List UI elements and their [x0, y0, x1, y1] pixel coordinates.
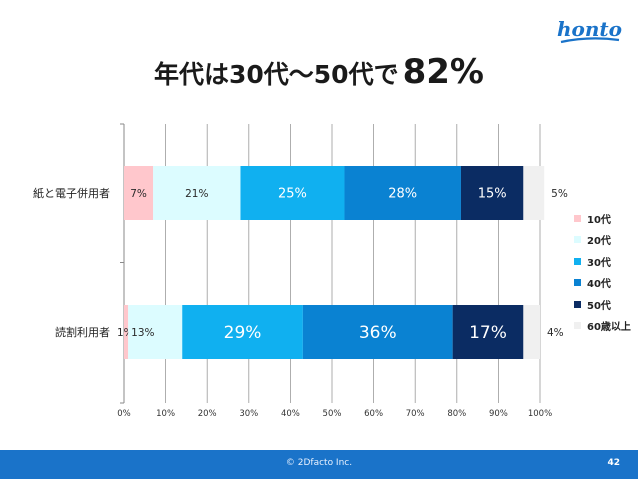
- bar-data-label: 28%: [388, 187, 417, 202]
- bar-segment: [240, 166, 345, 220]
- legend-label: 10代: [587, 215, 611, 226]
- bar-data-label: 5%: [551, 188, 568, 200]
- chart-legend: 10代 20代 30代 40代 50代 60歳以上: [574, 211, 631, 339]
- legend-swatch: [574, 257, 581, 265]
- legend-swatch: [574, 300, 581, 308]
- legend-item: 60歳以上: [574, 318, 631, 333]
- bar-data-label: 7%: [130, 188, 147, 200]
- bar-data-label: 36%: [359, 323, 397, 343]
- legend-label: 40代: [587, 279, 611, 291]
- x-tick-label: 20%: [198, 409, 217, 419]
- bar-data-label: 13%: [131, 327, 154, 339]
- x-tick-label: 40%: [281, 409, 300, 419]
- x-tick-label: 50%: [323, 409, 342, 419]
- bar-data-label: 29%: [224, 323, 262, 343]
- bar-data-label: 21%: [185, 188, 208, 200]
- x-tick-label: 30%: [239, 409, 258, 419]
- bar-data-label: 17%: [469, 323, 507, 343]
- legend-item: 50代: [574, 297, 631, 312]
- legend-item: 40代: [574, 275, 631, 290]
- bar-segment: [302, 305, 453, 359]
- x-tick-label: 80%: [447, 409, 466, 419]
- bar-segment: [153, 166, 241, 220]
- x-tick-label: 70%: [406, 409, 425, 419]
- title-highlight: 82%: [402, 52, 484, 92]
- x-tick-label: 90%: [489, 409, 508, 419]
- legend-swatch: [574, 279, 581, 287]
- bar-segment: [128, 305, 183, 359]
- legend-item: 30代: [574, 254, 631, 269]
- bar-segment: [344, 166, 461, 220]
- legend-label: 30代: [587, 257, 611, 269]
- page-number: 42: [607, 458, 620, 468]
- x-tick-label: 0%: [117, 409, 131, 419]
- bar-data-label: 25%: [278, 187, 307, 202]
- bar-segment: [452, 305, 524, 359]
- bar-data-label: 4%: [547, 327, 564, 339]
- x-tick-label: 100%: [528, 409, 552, 419]
- legend-item: 10代: [574, 211, 631, 226]
- bar-data-label: 15%: [478, 187, 507, 202]
- bar-segment: [460, 166, 524, 220]
- legend-item: 20代: [574, 232, 631, 247]
- copyright-text: © 2Dfacto Inc.: [285, 458, 353, 468]
- legend-label: 50代: [587, 300, 611, 312]
- legend-swatch: [574, 215, 581, 222]
- bar-segment: [124, 166, 154, 220]
- legend-label: 60歳以上: [587, 321, 631, 333]
- legend-swatch: [574, 321, 581, 329]
- y-category-label: 紙と電子併用者: [33, 186, 110, 200]
- legend-label: 20代: [587, 236, 611, 248]
- logo-text: honto: [557, 17, 622, 41]
- legend-swatch: [574, 236, 581, 244]
- slide-title: 年代は30代～50代で 82%: [0, 52, 638, 92]
- footer-bar: © 2Dfacto Inc. 42: [0, 450, 638, 479]
- bar-segment: [124, 305, 129, 359]
- y-category-label: 読割利用者: [55, 325, 110, 339]
- x-tick-label: 60%: [364, 409, 383, 419]
- bar-segment: [182, 305, 303, 359]
- bar-segment: [523, 305, 540, 359]
- honto-logo: honto: [555, 14, 625, 50]
- x-tick-label: 10%: [156, 409, 175, 419]
- title-main: 年代は30代～50代で: [154, 60, 399, 89]
- bar-segment: [523, 166, 545, 220]
